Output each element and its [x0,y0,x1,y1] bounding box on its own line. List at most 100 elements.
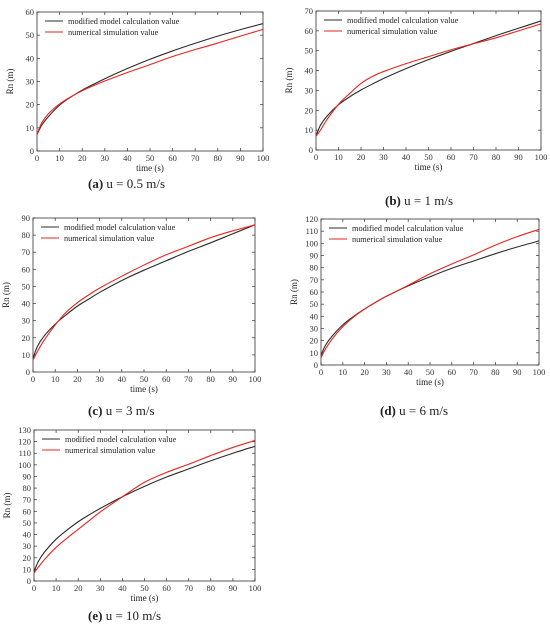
y-tick-label: 110 [19,448,31,458]
y-tick-label: 40 [23,530,32,540]
legend-label-simulation: numerical simulation value [64,234,155,243]
y-tick-label: 50 [310,299,319,309]
y-tick-label: 50 [305,46,314,56]
series-line-simulation [320,228,540,358]
y-tick-label: 70 [310,275,319,285]
chart-c: 0 10 20 30 40 50 60 70 80 90 100 0 10 20 30 40 50 60 70 80 9… [1,213,261,394]
y-tick-label: 20 [22,333,31,343]
x-tick-label: 90 [229,374,238,384]
x-tick-label: 60 [162,374,171,384]
y-tick-label: 0 [314,360,318,370]
x-tick-label: 70 [469,152,478,162]
x-tick-label: 90 [229,583,238,593]
x-tick-label: 0 [319,367,323,377]
caption-e: (e) u = 10 m/s [88,608,161,624]
x-axis-title: time (s) [130,384,158,394]
series-line-model [320,240,540,356]
x-axis-title: time (s) [131,593,159,603]
y-tick-label: 20 [26,100,35,110]
x-tick-label: 10 [55,153,64,163]
y-tick-label: 50 [26,30,35,40]
y-tick-label: 10 [26,123,35,133]
y-tick-label: 0 [26,367,30,377]
x-tick-label: 60 [447,152,456,162]
caption-e-letter: (e) [88,608,103,623]
y-tick-label: 80 [310,263,319,273]
x-tick-label: 80 [206,374,215,384]
x-tick-label: 90 [236,153,245,163]
x-tick-label: 40 [123,153,132,163]
y-tick-label: 30 [22,316,31,326]
x-tick-label: 20 [357,152,366,162]
legend-label-simulation: numerical simulation value [65,446,156,455]
caption-b-letter: (b) [385,193,401,208]
x-tick-label: 40 [118,583,127,593]
x-tick-label: 0 [314,152,318,162]
legend-label-model: modified model calculation value [64,223,176,232]
x-tick-label: 40 [118,374,127,384]
y-axis-title: Rn (m) [289,279,299,305]
y-tick-label: 40 [22,299,31,309]
y-axis-title: Rn (m) [284,68,294,94]
series-line-model [36,23,264,136]
x-tick-label: 100 [257,153,270,163]
y-tick-label: 10 [310,348,319,358]
legend-label-simulation: numerical simulation value [352,235,443,244]
y-tick-label: 40 [26,53,35,63]
chart-panel-b: 0 10 20 30 40 50 60 70 80 90 100 0 10 20 30 40 50 60 70 tim… [275,0,550,210]
x-tick-label: 100 [535,152,548,162]
x-tick-label: 30 [96,583,105,593]
y-tick-label: 60 [23,506,32,516]
series-line-simulation [315,23,542,137]
chart-panel-e: 0 10 20 30 40 50 60 70 80 90 100 0 10 20 30 40 50 60 70 80 9… [0,420,275,629]
y-tick-label: 10 [23,564,32,574]
caption-b: (b) u = 1 m/s [385,193,453,209]
series-line-model [315,20,542,137]
x-tick-label: 50 [426,367,435,377]
y-tick-label: 60 [22,264,31,274]
x-tick-label: 80 [207,583,216,593]
y-tick-label: 0 [27,576,31,586]
y-tick-label: 120 [305,214,318,224]
chart-panel-c: 0 10 20 30 40 50 60 70 80 90 100 0 10 20 30 40 50 60 70 80 9… [0,210,275,420]
y-axis-title: Rn (m) [5,69,15,95]
y-tick-label: 50 [23,518,32,528]
x-tick-label: 30 [382,367,391,377]
x-tick-label: 80 [492,152,501,162]
x-tick-label: 100 [249,583,262,593]
caption-e-text: u = 10 m/s [102,608,162,623]
y-tick-label: 20 [305,105,314,115]
x-tick-label: 60 [162,583,171,593]
y-axis-title: Rn (m) [2,493,12,519]
caption-a-letter: (a) [88,176,104,191]
chart-panel-a: 0 10 20 30 40 50 60 70 80 90 100 0 10 20 30 40 50 60 time … [0,0,275,210]
y-tick-label: 60 [310,287,319,297]
chart-d: 0 10 20 30 40 50 60 70 80 90 100010203040506070809… [289,214,545,387]
caption-a: (a) u = 0.5 m/s [88,176,165,192]
series-line-simulation [36,28,264,135]
x-tick-label: 0 [32,583,36,593]
y-tick-label: 110 [306,226,318,236]
x-tick-label: 80 [214,153,223,163]
x-axis-title: time (s) [415,162,443,172]
caption-a-text: u = 0.5 m/s [103,176,166,191]
x-tick-label: 50 [424,152,433,162]
y-tick-label: 120 [18,437,31,447]
series-line-simulation [33,439,256,574]
x-tick-label: 30 [379,152,388,162]
y-tick-label: 90 [310,251,319,261]
legend-label-model: modified model calculation value [352,224,464,233]
y-tick-label: 60 [26,7,35,17]
x-tick-label: 70 [184,583,193,593]
series-line-model [33,445,256,572]
y-tick-label: 100 [18,460,31,470]
caption-d-text: u = 6 m/s [395,403,449,418]
x-tick-label: 0 [31,374,35,384]
y-tick-label: 70 [22,247,31,257]
x-tick-label: 10 [339,367,348,377]
x-tick-label: 40 [404,367,413,377]
x-tick-label: 70 [469,367,478,377]
legend-label-model: modified model calculation value [347,16,459,25]
x-tick-label: 60 [168,153,177,163]
x-tick-label: 70 [184,374,193,384]
